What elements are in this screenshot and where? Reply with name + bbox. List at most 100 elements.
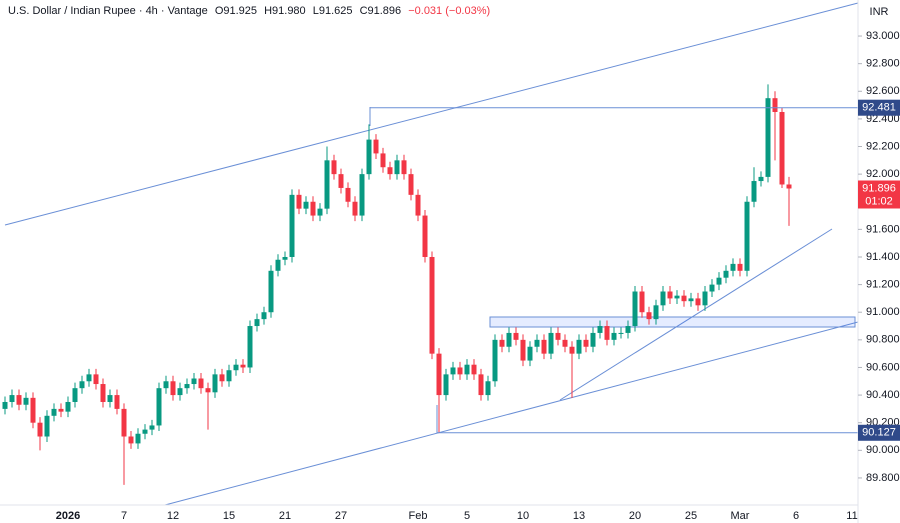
candle-body [72, 388, 78, 402]
candle-body [30, 397, 36, 423]
candle-body [289, 194, 295, 257]
candle-body [275, 259, 281, 271]
y-tick-label: 91.200 [866, 279, 900, 291]
candle-body [205, 388, 211, 393]
candle-body [394, 160, 400, 175]
candle-body [233, 364, 239, 371]
candle-body [485, 381, 491, 396]
symbol-title: U.S. Dollar / Indian Rupee · 4h · Vantag… [8, 5, 208, 17]
candle-body [681, 295, 687, 302]
candle-body [639, 291, 645, 313]
candle-body [646, 312, 652, 320]
y-tick-label: 90.600 [866, 361, 900, 373]
candle-body [100, 384, 106, 402]
candle-body [107, 395, 113, 402]
candle-body [695, 298, 701, 306]
candle-body [653, 305, 659, 320]
symbol-header: U.S. Dollar / Indian Rupee · 4h · Vantag… [8, 5, 494, 17]
candle-body [79, 381, 85, 389]
y-tick-label: 92.000 [866, 168, 900, 180]
y-tick-label: 91.400 [866, 251, 900, 263]
candle-body [779, 111, 785, 185]
candle-body [632, 291, 638, 327]
candle-body [310, 201, 316, 216]
candle-body [450, 367, 456, 375]
level-label-box [858, 424, 900, 441]
candle-body [401, 160, 407, 175]
candle-body [506, 332, 512, 347]
x-tick-label: Mar [731, 510, 750, 522]
x-tick-label: 5 [464, 510, 470, 522]
y-tick-label: 90.800 [866, 334, 900, 346]
x-tick-label: 25 [685, 510, 697, 522]
candle-body [142, 429, 148, 434]
candle-body [86, 374, 92, 382]
candle-body [51, 408, 57, 416]
candle-body [513, 332, 519, 340]
candle-body [261, 312, 267, 320]
y-tick-label: 93.000 [866, 30, 900, 42]
candle-body [58, 408, 64, 412]
ohlc-close: C91.896 [359, 5, 402, 17]
candle-body [149, 425, 155, 430]
candle-body [366, 139, 372, 175]
candle-body [247, 326, 253, 368]
candle-body [744, 201, 750, 271]
candle-body [240, 364, 246, 368]
candle-body [604, 326, 610, 340]
level-label-box [858, 99, 900, 116]
candle-body [317, 208, 323, 216]
x-tick-label: 6 [793, 510, 799, 522]
candle-body [226, 370, 232, 382]
candle-body [408, 174, 414, 195]
candle-body [737, 263, 743, 271]
candle-body [688, 298, 694, 302]
candle-body [303, 201, 309, 209]
support-trendline [559, 228, 833, 401]
y-tick-label: 91.000 [866, 306, 900, 318]
candle-body [282, 256, 288, 260]
candle-body [527, 346, 533, 361]
candle-body [709, 284, 715, 292]
candle-body [170, 381, 176, 396]
candle-body [765, 98, 771, 177]
level-label: 92.481 [862, 102, 896, 114]
y-tick-label: 90.000 [866, 444, 900, 456]
x-tick-label: 7 [121, 510, 127, 522]
candle-body [723, 270, 729, 278]
candle-body [674, 295, 680, 299]
candle-body [576, 339, 582, 354]
candle-body [387, 167, 393, 175]
candles [2, 84, 858, 485]
candle-body [716, 277, 722, 285]
candle-body [478, 374, 484, 396]
candle-body [324, 160, 330, 209]
ohlc-open: O91.925 [214, 5, 258, 17]
candle-body [471, 364, 477, 375]
candle-body [534, 339, 540, 347]
countdown-label: 01:02 [865, 195, 893, 207]
candle-body [345, 187, 351, 202]
last-price-box [858, 180, 900, 209]
candle-body [541, 339, 547, 354]
candle-body [2, 401, 8, 409]
candle-body [786, 184, 792, 189]
candle-body [268, 270, 274, 313]
y-tick-label: 89.800 [866, 472, 900, 484]
candle-body [618, 332, 624, 334]
level-label: 90.127 [862, 427, 896, 439]
channel-upper [4, 2, 859, 226]
ohlc-high: H91.980 [264, 5, 306, 17]
y-tick-label: 92.600 [866, 85, 900, 97]
x-tick-label: Feb [409, 510, 428, 522]
candle-body [772, 98, 778, 112]
candle-body [555, 332, 561, 340]
candle-body [135, 433, 141, 444]
y-tick-label: 92.800 [866, 58, 900, 70]
x-tick-label: 11 [846, 510, 857, 522]
candle-body [436, 353, 442, 396]
x-tick-label: 12 [167, 510, 179, 522]
candle-body [758, 176, 764, 182]
